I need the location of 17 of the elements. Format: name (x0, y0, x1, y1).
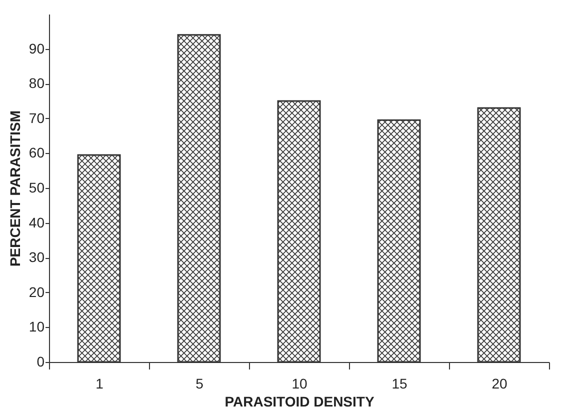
y-tick-label: 10 (28, 318, 45, 335)
y-tick-label: 90 (28, 40, 45, 56)
x-tick-label: 5 (196, 376, 204, 392)
y-tick-label: 80 (28, 75, 45, 92)
y-tick-label: 0 (36, 354, 45, 370)
y-tick-label: 60 (28, 144, 45, 161)
x-tick-label: 1 (96, 376, 104, 392)
x-tick-label: 20 (492, 376, 508, 392)
y-tick-label: 40 (28, 214, 45, 230)
y-tick-label: 70 (28, 110, 45, 126)
y-tick-label: 50 (28, 180, 45, 196)
x-axis-title: PARASITOID DENSITY (224, 394, 375, 410)
x-tick-label: 15 (392, 376, 408, 392)
x-tick-label: 10 (292, 376, 308, 392)
y-tick-label: 20 (28, 284, 45, 300)
y-tick-label: 30 (28, 249, 45, 266)
y-axis-title: PERCENT PARASITISM (6, 110, 23, 267)
